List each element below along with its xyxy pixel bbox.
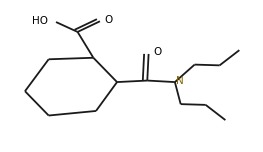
- Text: N: N: [176, 76, 184, 86]
- Text: O: O: [105, 15, 113, 25]
- Text: HO: HO: [32, 16, 48, 26]
- Text: O: O: [153, 47, 161, 57]
